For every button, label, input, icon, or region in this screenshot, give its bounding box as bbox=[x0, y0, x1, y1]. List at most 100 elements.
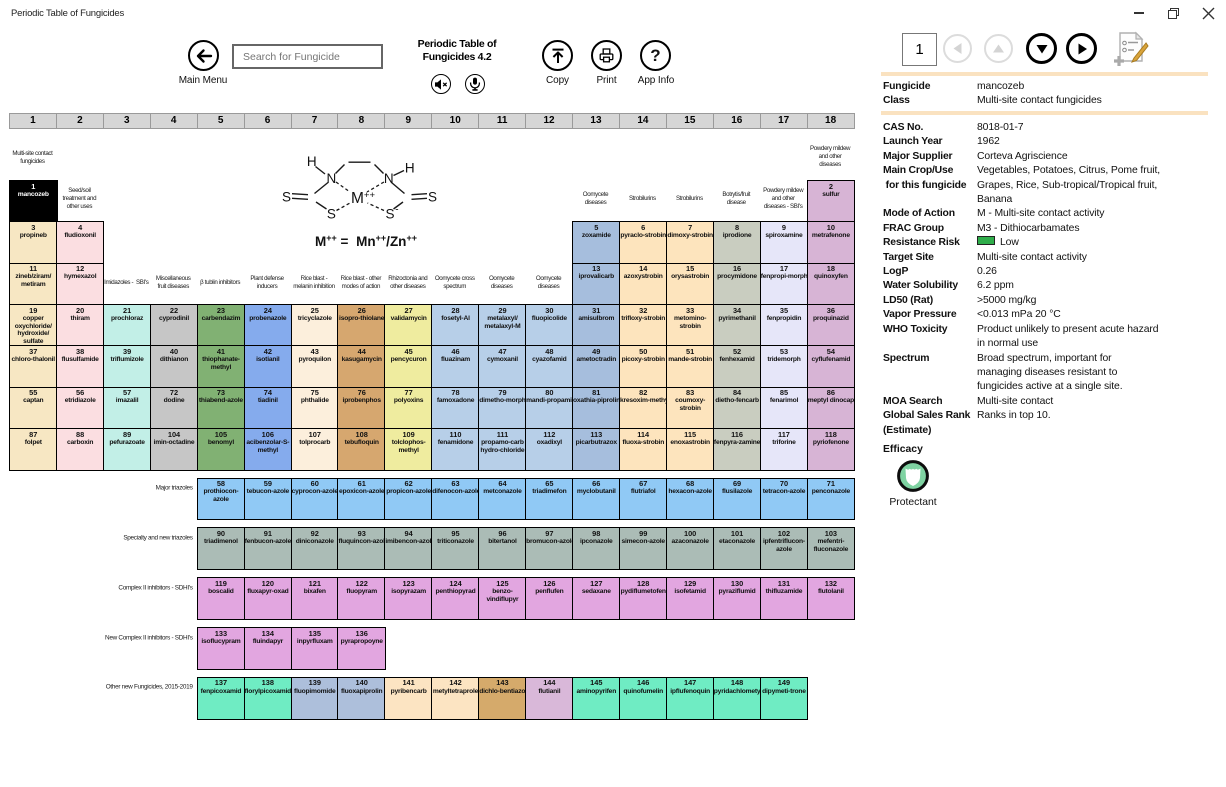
fungicide-cell-simecon-azole[interactable]: 99 simecon-azole bbox=[618, 527, 668, 571]
fungicide-cell-pyribencarb[interactable]: 141 pyribencarb bbox=[384, 676, 433, 720]
fungicide-cell-picoxy-strobin[interactable]: 50 picoxy-strobin bbox=[618, 345, 668, 389]
fungicide-cell-mandi-propamid[interactable]: 80 mandi-propamid bbox=[525, 386, 576, 430]
fungicide-cell-enoxastrobin[interactable]: 115 enoxastrobin bbox=[665, 427, 715, 471]
fungicide-cell-hexacon-azole[interactable]: 68 hexacon-azole bbox=[665, 477, 715, 521]
fungicide-cell-amisulbrom[interactable]: 31 amisulbrom bbox=[572, 303, 621, 347]
fungicide-cell-fluxapyr-oxad[interactable]: 120 fluxapyr-oxad bbox=[243, 577, 293, 621]
fungicide-cell-meptyl-dinocap[interactable]: 86 meptyl dinocap bbox=[806, 386, 856, 430]
fungicide-cell-sulfur[interactable]: 2 sulfur bbox=[806, 180, 856, 223]
fungicide-cell-isofetamid[interactable]: 129 isofetamid bbox=[665, 577, 715, 621]
copy-button[interactable] bbox=[542, 40, 573, 71]
fungicide-cell-tiadinil[interactable]: 74 tiadinil bbox=[243, 386, 293, 430]
fungicide-cell-fluopyram[interactable]: 122 fluopyram bbox=[337, 577, 386, 621]
fungicide-cell-boscalid[interactable]: 119 boscalid bbox=[196, 577, 246, 621]
fungicide-cell-fenpropi-morph[interactable]: 17 fenpropi-morph bbox=[759, 262, 809, 306]
minimize-button[interactable] bbox=[1124, 4, 1154, 22]
fungicide-cell-dipymeti-trone[interactable]: 149 dipymeti-trone bbox=[759, 676, 809, 720]
fungicide-cell-bromucon-azole[interactable]: 97 bromucon-azole bbox=[525, 527, 575, 571]
fungicide-cell-fluoxapiprolin[interactable]: 140 fluoxapiprolin bbox=[337, 676, 386, 720]
fungicide-cell-carboxin[interactable]: 88 carboxin bbox=[55, 427, 105, 471]
fungicide-cell-dietho-fencarb[interactable]: 84 dietho-fencarb bbox=[712, 386, 762, 430]
fungicide-cell-sedaxane[interactable]: 127 sedaxane bbox=[572, 577, 621, 621]
fungicide-cell-tebufloquin[interactable]: 108 tebufloquin bbox=[337, 427, 386, 471]
nav-prev-button[interactable] bbox=[943, 34, 972, 63]
fungicide-cell-bitertanol[interactable]: 96 bitertanol bbox=[478, 527, 527, 571]
fungicide-cell-coumoxy-strobin[interactable]: 83 coumoxy- strobin bbox=[665, 386, 715, 430]
fungicide-cell-propineb[interactable]: 3 propineb bbox=[9, 221, 58, 265]
fungicide-cell-triadimenol[interactable]: 90 triadimenol bbox=[196, 527, 246, 571]
fungicide-cell-chloro-thalonil[interactable]: 37 chloro-thalonil bbox=[9, 345, 58, 389]
fungicide-cell-pyroquilon[interactable]: 43 pyroquilon bbox=[290, 345, 340, 389]
fungicide-cell-metomino-strobin[interactable]: 33 metomino- strobin bbox=[665, 303, 715, 347]
fungicide-cell-diniconazole[interactable]: 92 diniconazole bbox=[290, 527, 340, 571]
fungicide-cell-azaconazole[interactable]: 100 azaconazole bbox=[665, 527, 715, 571]
fungicide-cell-zineb-ziram-metiram[interactable]: 11 zineb/ziram/ metiram bbox=[9, 262, 58, 306]
fungicide-cell-tolprocarb[interactable]: 107 tolprocarb bbox=[290, 427, 340, 471]
fungicide-cell-kasugamycin[interactable]: 44 kasugamycin bbox=[337, 345, 386, 389]
fungicide-cell-pyraclo-strobin[interactable]: 6 pyraclo-strobin bbox=[618, 221, 668, 265]
fungicide-cell-imibencon-azole[interactable]: 94 imibencon-azole bbox=[384, 527, 435, 571]
fungicide-cell-pyraziflumid[interactable]: 130 pyraziflumid bbox=[712, 577, 762, 621]
fungicide-cell-inpyrfluxam[interactable]: 135 inpyrfluxam bbox=[290, 627, 340, 670]
fungicide-cell-oxadixyl[interactable]: 112 oxadixyl bbox=[525, 427, 574, 471]
fungicide-cell-isoflucypram[interactable]: 133 isoflucypram bbox=[196, 627, 246, 670]
fungicide-cell-fenhexamid[interactable]: 52 fenhexamid bbox=[712, 345, 762, 389]
fungicide-cell-zoxamide[interactable]: 5 zoxamide bbox=[572, 221, 621, 265]
fungicide-cell-tridemorph[interactable]: 53 tridemorph bbox=[759, 345, 809, 389]
fungicide-cell-fluquincon-azole[interactable]: 93 fluquincon-azole bbox=[337, 527, 389, 571]
fungicide-cell-propamo-carbhydro-chloride[interactable]: 111 propamo-carb hydro-chloride bbox=[478, 427, 527, 471]
fungicide-cell-florylpicoxamid[interactable]: 138 florylpicoxamid bbox=[243, 676, 293, 720]
nav-up-button[interactable] bbox=[984, 34, 1013, 63]
mute-button[interactable] bbox=[431, 74, 451, 94]
fungicide-cell-flutolanil[interactable]: 132 flutolanil bbox=[806, 577, 856, 621]
fungicide-cell-cyazofamid[interactable]: 48 cyazofamid bbox=[525, 345, 574, 389]
fungicide-cell-cymoxanil[interactable]: 47 cymoxanil bbox=[478, 345, 527, 389]
fungicide-cell-isopro-thiolane[interactable]: 26 isopro-thiolane bbox=[337, 303, 386, 347]
fungicide-cell-fosetyl-Al[interactable]: 28 fosetyl-Al bbox=[431, 303, 480, 347]
fungicide-cell-imin-octadine[interactable]: 104 imin-octadine bbox=[149, 427, 199, 471]
fungicide-cell-mancozeb[interactable]: 1 mancozeb bbox=[9, 180, 58, 223]
fungicide-cell-fluoxa-strobin[interactable]: 114 fluoxa-strobin bbox=[618, 427, 668, 471]
fungicide-cell-ametoctradin[interactable]: 49 ametoctradin bbox=[572, 345, 621, 389]
fungicide-cell-dimetho-morph[interactable]: 79 dimetho-morph bbox=[478, 386, 527, 430]
notes-button[interactable] bbox=[1112, 31, 1150, 72]
fungicide-cell-prothiocon-azole[interactable]: 58 prothiocon- azole bbox=[196, 477, 246, 521]
fungicide-cell-iprovalicarb[interactable]: 13 iprovalicarb bbox=[572, 262, 621, 306]
fungicide-cell-thiabend-azole[interactable]: 73 thiabend-azole bbox=[196, 386, 246, 430]
fungicide-cell-triadimefon[interactable]: 65 triadimefon bbox=[525, 477, 574, 521]
app-info-button[interactable]: ? bbox=[640, 40, 671, 71]
fungicide-cell-dodine[interactable]: 72 dodine bbox=[149, 386, 199, 430]
fungicide-cell-carbendazim[interactable]: 23 carbendazim bbox=[196, 303, 246, 347]
fungicide-cell-dimoxy-strobin[interactable]: 7 dimoxy-strobin bbox=[665, 221, 715, 265]
fungicide-cell-prochloraz[interactable]: 21 prochloraz bbox=[102, 303, 152, 347]
fungicide-cell-tricyclazole[interactable]: 25 tricyclazole bbox=[290, 303, 340, 347]
fungicide-cell-flusilazole[interactable]: 69 flusilazole bbox=[712, 477, 762, 521]
fungicide-cell-isopyrazam[interactable]: 123 isopyrazam bbox=[384, 577, 433, 621]
fungicide-cell-tetracon-azole[interactable]: 70 tetracon-azole bbox=[759, 477, 809, 521]
fungicide-cell-metconazole[interactable]: 64 metconazole bbox=[478, 477, 527, 521]
fungicide-cell-ipflufenoquin[interactable]: 147 ipflufenoquin bbox=[665, 676, 715, 720]
fungicide-cell-fenpyra-zamine[interactable]: 116 fenpyra-zamine bbox=[712, 427, 762, 471]
fungicide-cell-fluindapyr[interactable]: 134 fluindapyr bbox=[243, 627, 293, 670]
fungicide-cell-metrafenone[interactable]: 10 metrafenone bbox=[806, 221, 856, 265]
print-button[interactable] bbox=[591, 40, 622, 71]
fungicide-cell-pyriofenone[interactable]: 118 pyriofenone bbox=[806, 427, 856, 471]
fungicide-cell-ipfentriflucon-azole[interactable]: 102 ipfentriflucon- azole bbox=[759, 527, 809, 571]
fungicide-cell-orysastrobin[interactable]: 15 orysastrobin bbox=[665, 262, 715, 306]
fungicide-cell-benomyl[interactable]: 105 benomyl bbox=[196, 427, 246, 471]
restore-button[interactable] bbox=[1158, 4, 1188, 22]
fungicide-cell-acibenzolar-S-methyl[interactable]: 106 acibenzolar-S- methyl bbox=[243, 427, 293, 471]
fungicide-cell-dithianon[interactable]: 40 dithianon bbox=[149, 345, 199, 389]
fungicide-cell-metyltetraprole[interactable]: 142 metyltetraprole bbox=[431, 676, 480, 720]
fungicide-cell-thiram[interactable]: 20 thiram bbox=[55, 303, 105, 347]
fungicide-cell-folpet[interactable]: 87 folpet bbox=[9, 427, 58, 471]
fungicide-cell-azoxystrobin[interactable]: 14 azoxystrobin bbox=[618, 262, 668, 306]
fungicide-cell-pefurazoate[interactable]: 89 pefurazoate bbox=[102, 427, 152, 471]
fungicide-cell-ipconazole[interactable]: 98 ipconazole bbox=[572, 527, 621, 571]
fungicide-cell-picarbutrazox[interactable]: 113 picarbutrazox bbox=[572, 427, 621, 471]
main-menu-button[interactable] bbox=[188, 40, 219, 71]
fungicide-cell-fenbucon-azole[interactable]: 91 fenbucon-azole bbox=[243, 527, 293, 571]
fungicide-cell-cyprodinil[interactable]: 22 cyprodinil bbox=[149, 303, 199, 347]
fungicide-cell-fluopimomide[interactable]: 139 fluopimomide bbox=[290, 676, 340, 720]
fungicide-cell-cyflufenamid[interactable]: 54 cyflufenamid bbox=[806, 345, 856, 389]
